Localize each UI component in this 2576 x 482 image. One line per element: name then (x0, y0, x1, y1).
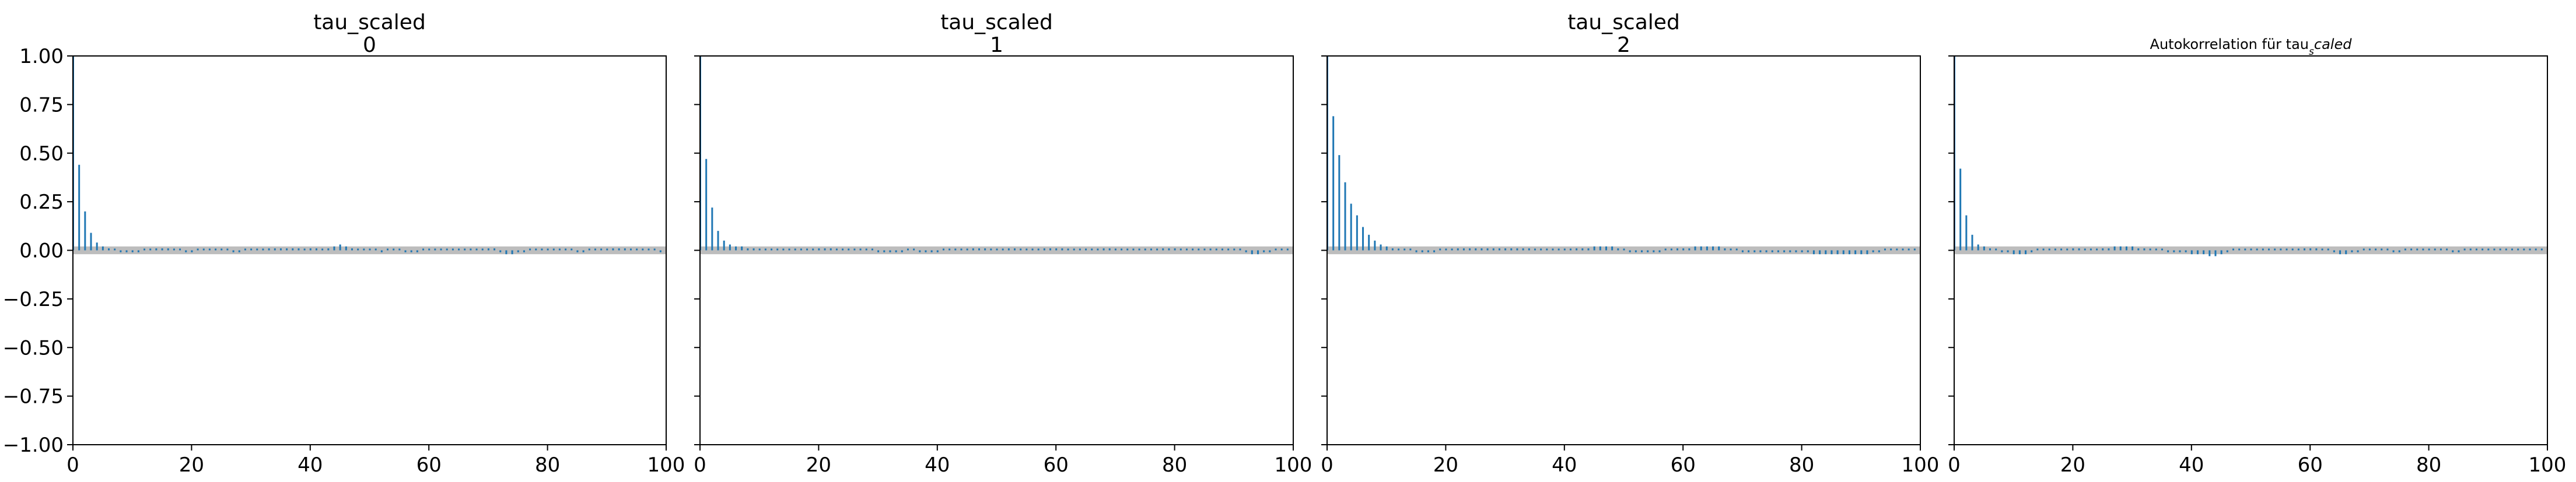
panel-title: Autokorrelation für tauscaled (2150, 36, 2353, 58)
panel-subtitle: 1 (990, 33, 1003, 57)
x-tick-label: 80 (1162, 453, 1187, 477)
x-tick-label: 40 (1552, 453, 1577, 477)
y-tick-label: −0.50 (3, 336, 64, 360)
y-tick-label: 1.00 (19, 45, 64, 68)
x-tick-label: 80 (1789, 453, 1814, 477)
x-tick-label: 0 (694, 453, 706, 477)
x-tick-label: 100 (1902, 453, 1940, 477)
x-tick-label: 20 (179, 453, 204, 477)
title-subscript: s (2309, 46, 2314, 58)
x-tick-label: 100 (648, 453, 685, 477)
axes-panel-0: 0 20 40 60 80 100 −1.00 −0.75 −0.50 −0.25 0.00 0.25… (3, 10, 685, 477)
y-tick-label: 0.25 (19, 191, 64, 214)
x-tick-label: 60 (1044, 453, 1069, 477)
y-tick-label: 0.50 (19, 142, 64, 166)
x-tick-label: 100 (1275, 453, 1312, 477)
x-tick-label: 0 (66, 453, 79, 477)
panel-title: tau_scaled (1567, 10, 1680, 34)
x-tick-label: 60 (2298, 453, 2323, 477)
panel-subtitle: 2 (1617, 33, 1630, 57)
x-tick-label: 80 (535, 453, 560, 477)
title-main: Autokorrelation für tau (2150, 36, 2309, 52)
x-tick-label: 60 (1671, 453, 1696, 477)
x-tick-label: 40 (298, 453, 323, 477)
x-tick-label: 20 (2060, 453, 2085, 477)
x-tick-label: 100 (2529, 453, 2567, 477)
x-tick-label: 0 (1948, 453, 1961, 477)
axes-panel-3: 0 20 40 60 80 100 Autokorrelation für tauscale… (1948, 36, 2566, 477)
x-tick-label: 60 (416, 453, 442, 477)
y-tick-label: −0.75 (3, 385, 64, 409)
panel-subtitle: 0 (363, 33, 376, 57)
x-tick-label: 40 (925, 453, 950, 477)
panel-title: tau_scaled (313, 10, 426, 34)
y-tick-label: −1.00 (3, 434, 64, 457)
y-tick-label: 0.00 (19, 240, 64, 263)
x-tick-label: 40 (2179, 453, 2204, 477)
x-tick-label: 80 (2416, 453, 2441, 477)
x-tick-label: 20 (1433, 453, 1458, 477)
x-tick-label: 0 (1321, 453, 1334, 477)
x-tick-label: 20 (806, 453, 831, 477)
y-tick-label: 0.75 (19, 93, 64, 117)
panel-title: tau_scaled (940, 10, 1053, 34)
y-tick-label: −0.25 (3, 288, 64, 311)
title-suffix: caled (2314, 36, 2352, 52)
